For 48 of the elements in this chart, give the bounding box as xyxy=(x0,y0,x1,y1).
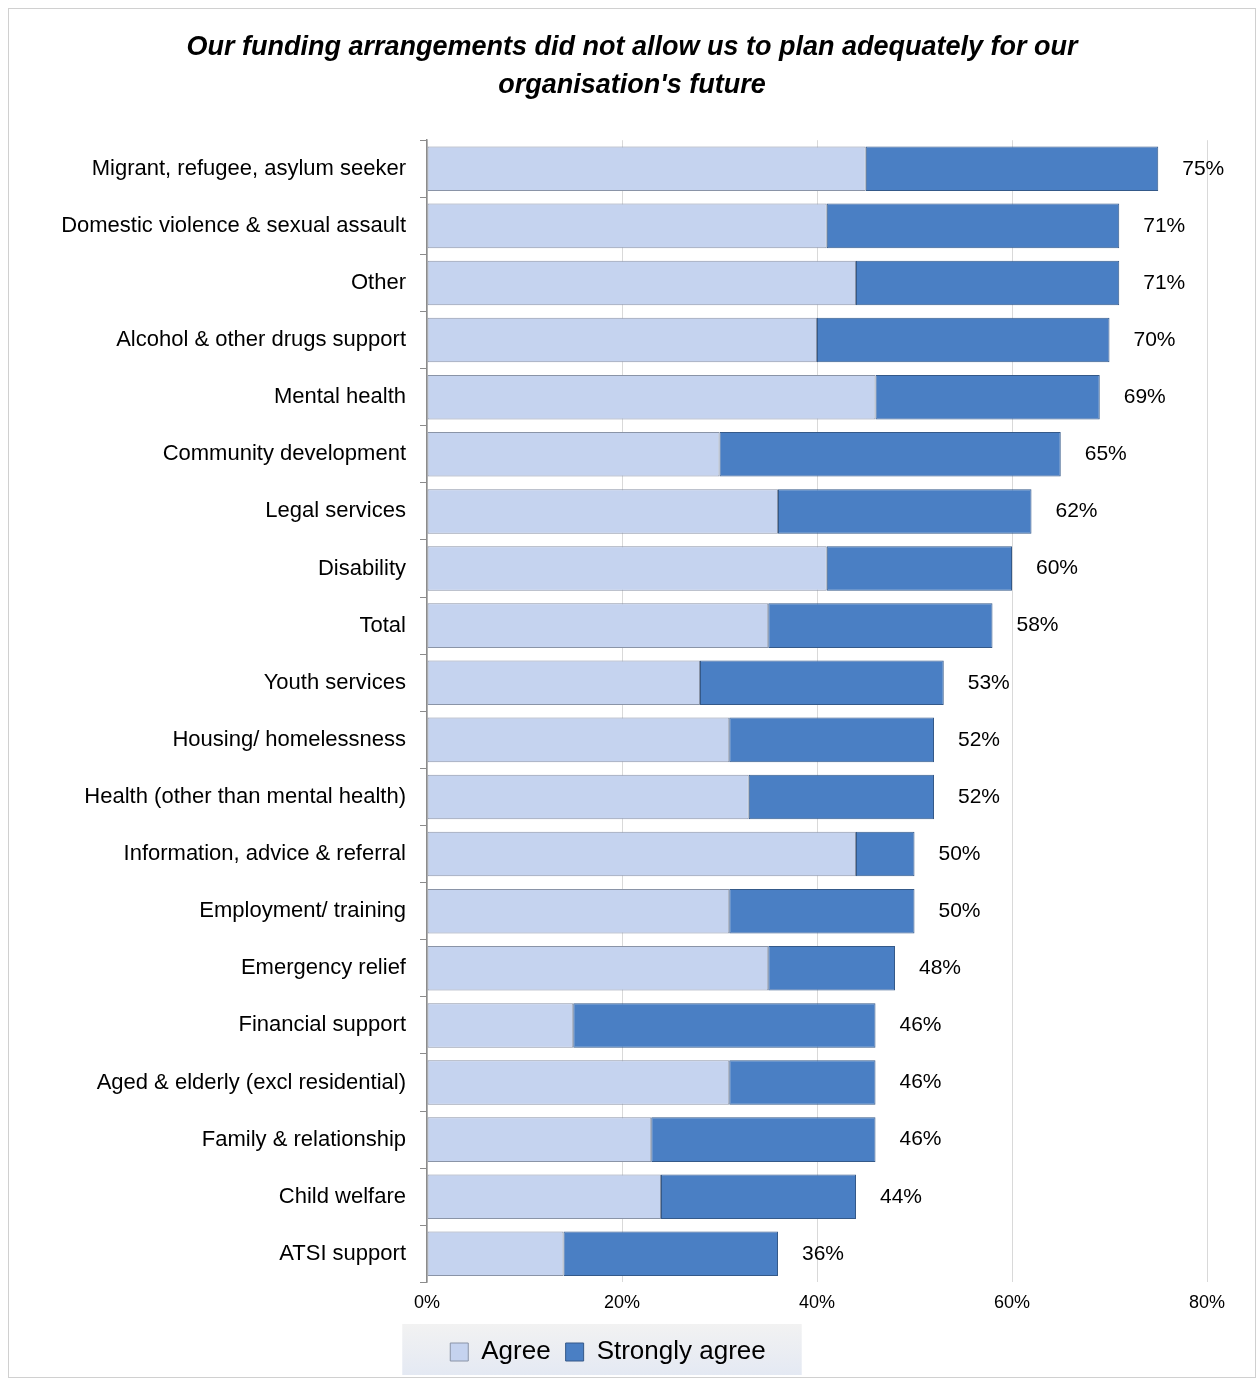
total-label: 69% xyxy=(1123,383,1166,407)
total-label: 62% xyxy=(1055,498,1098,522)
y-tick-label: Information, advice & referral xyxy=(123,840,406,866)
y-tick-label: Family & relationship xyxy=(201,1125,406,1151)
total-label: 50% xyxy=(938,897,981,921)
total-label: 58% xyxy=(1016,612,1059,636)
y-tick-label: Child welfare xyxy=(278,1182,406,1208)
x-tick-label: 0% xyxy=(413,1292,441,1313)
y-tick-label: Health (other than mental health) xyxy=(84,783,406,809)
total-label: 71% xyxy=(1143,269,1186,293)
y-tick-label: Legal services xyxy=(265,497,406,523)
total-label: 48% xyxy=(919,955,962,979)
total-label: 60% xyxy=(1036,555,1079,579)
x-tick-label: 40% xyxy=(798,1292,836,1313)
y-tick-label: Financial support xyxy=(238,1011,406,1037)
y-tick-label: Housing/ homelessness xyxy=(172,725,406,751)
total-label: 71% xyxy=(1143,212,1186,236)
total-label: 46% xyxy=(899,1126,942,1150)
total-label: 53% xyxy=(967,669,1010,693)
y-tick-label: Disability xyxy=(317,554,406,580)
total-label: 46% xyxy=(899,1012,942,1036)
y-tick-label: Total xyxy=(359,611,406,637)
total-label: 46% xyxy=(899,1069,942,1093)
y-tick-label: Community development xyxy=(162,440,406,466)
y-tick-label: ATSI support xyxy=(279,1239,406,1265)
total-label: 70% xyxy=(1133,326,1176,350)
total-label: 50% xyxy=(938,840,981,864)
y-tick-label: Alcohol & other drugs support xyxy=(116,326,406,352)
x-tick-label: 80% xyxy=(1188,1292,1226,1313)
y-tick-label: Emergency relief xyxy=(240,954,407,980)
x-tick-label: 20% xyxy=(603,1292,641,1313)
chart-title: Our funding arrangements did not allow us to plan adequately for our organisation's future xyxy=(185,30,1080,101)
y-tick-label: Aged & elderly (excl residential) xyxy=(96,1068,406,1094)
total-label: 44% xyxy=(880,1183,923,1207)
y-tick-label: Youth services xyxy=(263,668,406,694)
total-label: 75% xyxy=(1182,155,1225,179)
total-label: 52% xyxy=(958,783,1001,807)
y-tick-label: Domestic violence & sexual assault xyxy=(61,211,406,237)
y-tick-label: Employment/ training xyxy=(199,897,406,923)
y-tick-label: Mental health xyxy=(273,383,406,409)
x-tick-label: 60% xyxy=(993,1292,1031,1313)
total-label: 36% xyxy=(802,1240,845,1264)
legend-label: Agree xyxy=(481,1335,551,1366)
y-tick-label: Migrant, refugee, asylum seeker xyxy=(91,154,406,180)
y-tick-label: Other xyxy=(350,269,406,295)
total-label: 65% xyxy=(1084,441,1127,465)
total-label: 52% xyxy=(958,726,1001,750)
legend-label: Strongly agree xyxy=(596,1335,766,1366)
